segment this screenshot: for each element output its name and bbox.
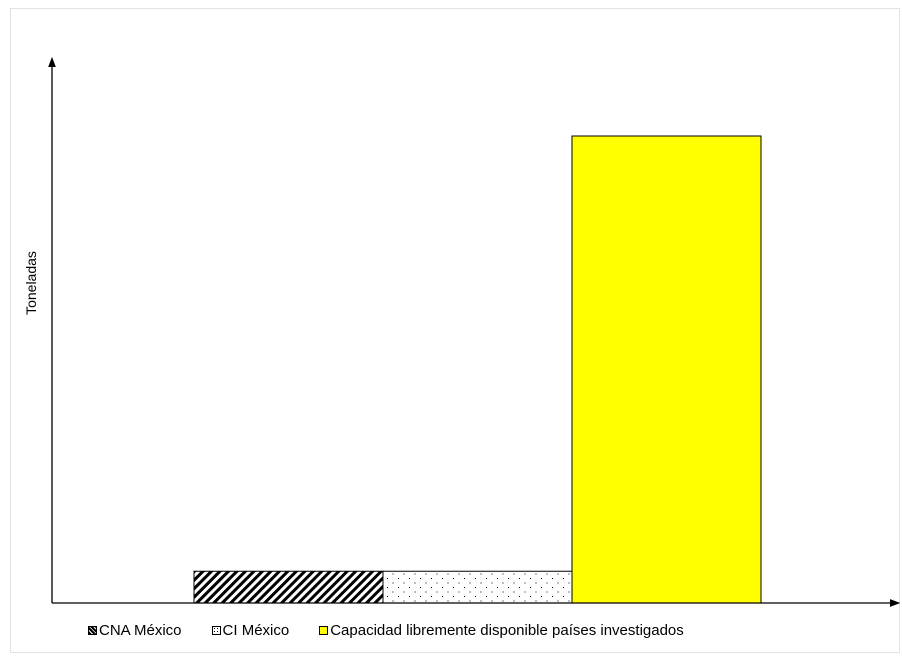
y-axis-label: Toneladas (23, 251, 39, 315)
legend-label: Capacidad libremente disponible países i… (330, 622, 684, 639)
legend-item-3: Capacidad libremente disponible países i… (319, 622, 684, 639)
bar-2 (382, 570, 573, 604)
legend-item-1: CNA México (88, 622, 182, 639)
bar-1 (193, 570, 384, 604)
legend-swatch (211, 626, 221, 635)
legend: CNA México CI México Capacidad libremente … (88, 622, 684, 639)
chart-frame (10, 8, 900, 653)
legend-swatch (88, 626, 97, 635)
legend-label: CNA México (99, 622, 182, 639)
legend-swatch (319, 626, 329, 635)
bar-3 (571, 135, 762, 604)
legend-item-2: CI México (211, 622, 290, 639)
legend-label: CI México (222, 622, 290, 639)
bar-group (193, 135, 762, 604)
